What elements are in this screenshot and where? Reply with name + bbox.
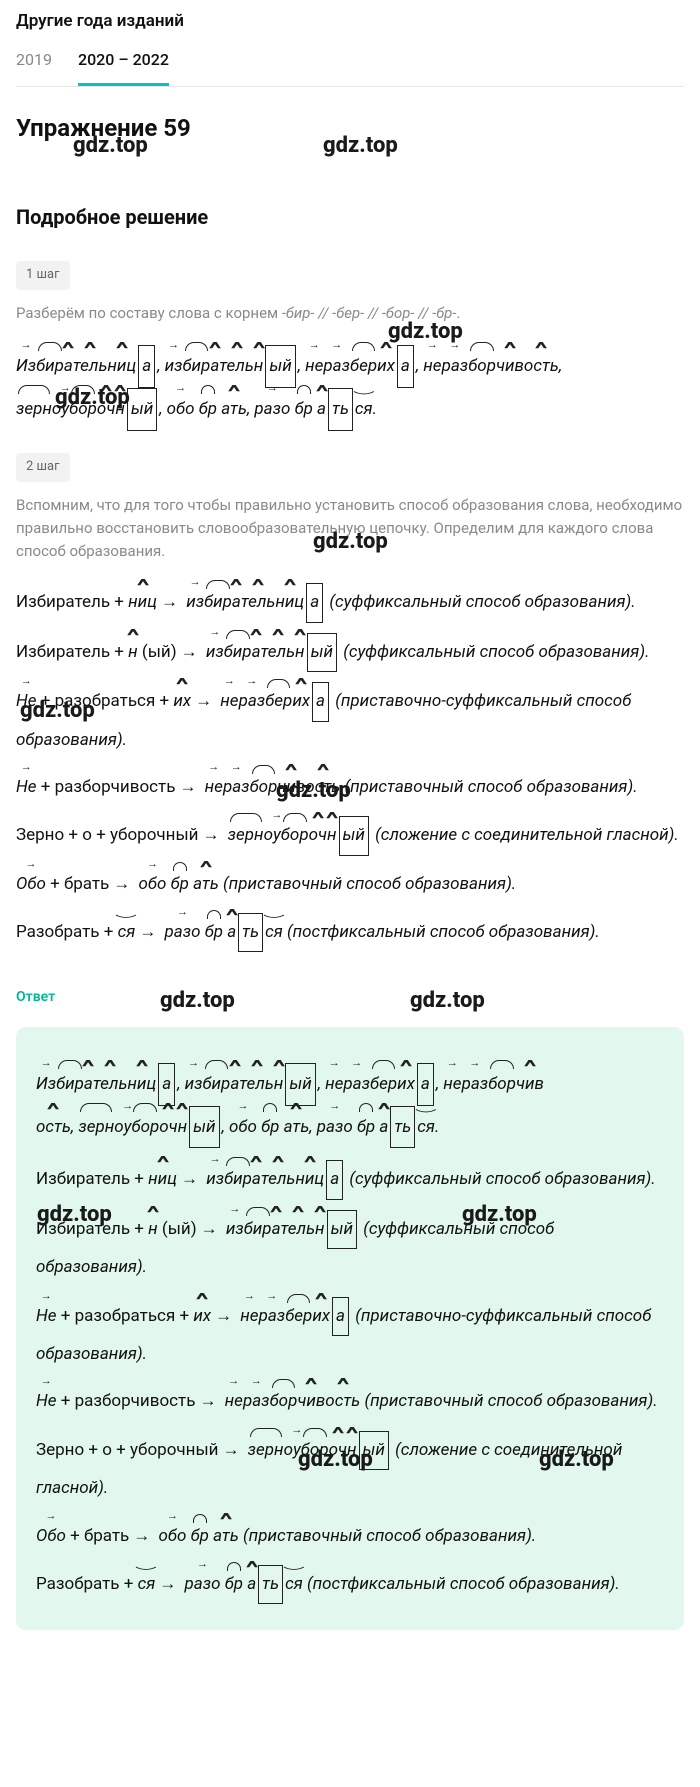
l5-a: Зерно + о + уборочный (16, 825, 198, 845)
step-2-badge: 2 шаг (16, 453, 70, 482)
step-1-intro: Разберём по составу слова с корнем -бир-… (16, 302, 684, 325)
al5-a: Зерно + о + уборочный (36, 1440, 218, 1460)
l2-paren: (ый) (138, 642, 177, 662)
l3-a: + разобраться + (37, 691, 174, 711)
l7-note: (постфиксальный способ образования). (287, 922, 600, 942)
deriv-line-7: Разобрать + ся→ разо бр аться (постфикса… (16, 913, 684, 952)
al7-a: Разобрать + (36, 1574, 138, 1594)
al4-a: + разборчивость (57, 1391, 196, 1411)
answer-deriv-7: Разобрать + ся→ разо бр аться (постфикса… (36, 1565, 664, 1604)
al6-note: (приставочный способ образования). (243, 1526, 536, 1546)
answer-deriv-3: Не + разобраться + их→ неразбериха (прис… (36, 1297, 664, 1374)
al3-a: + разобраться + (57, 1306, 194, 1326)
answer-deriv-5: Зерно + о + уборочный→ зерноуборочный (с… (36, 1431, 664, 1508)
al1-note: (суффиксальный способ образования). (349, 1169, 655, 1189)
solution-title: Подробное решение (16, 201, 684, 233)
step-2-text: Вспомним, что для того чтобы правильно у… (16, 494, 684, 564)
al7-note: (постфиксальный способ образования). (307, 1574, 620, 1594)
l2-note: (суффиксальный способ образования). (343, 642, 649, 662)
editions-tabs: 2019 2020 – 2022 (16, 41, 684, 87)
watermark: gdz.top (410, 983, 485, 1018)
answer-words: Избирательница, избирательный, неразбери… (36, 1063, 664, 1149)
watermark: gdz.top (160, 983, 235, 1018)
l4-note: (приставочный способ образования). (344, 777, 637, 797)
page-title: Упражнение 59 (16, 109, 684, 147)
step-1-intro-prefix: Разберём по составу слова с корнем (16, 304, 282, 322)
answer-deriv-1: Избиратель + ниц→ избирательница (суффик… (36, 1160, 664, 1199)
step-1-intro-roots: -бир- // -бер- // -бор- // -бр- (282, 304, 456, 322)
deriv-line-1: Избиратель + ниц→ избирательница (суффик… (16, 583, 684, 622)
deriv-line-5: Зерно + о + уборочный→ зерноуборочный (с… (16, 816, 684, 855)
answer-label: Ответ (16, 986, 55, 1008)
l7-a: Разобрать + (16, 922, 118, 942)
l5-note: (сложение с соединительной гласной). (375, 825, 679, 845)
step-1-badge: 1 шаг (16, 261, 70, 290)
al6-a: + брать (66, 1526, 129, 1546)
answer-deriv-6: Обо + брать→ обо бр ать (приставочный сп… (36, 1518, 664, 1555)
l6-a: + брать (46, 874, 109, 894)
editions-label: Другие года изданий (16, 0, 684, 41)
tab-2020-2022[interactable]: 2020 – 2022 (78, 41, 169, 86)
l4-a: + разборчивость (37, 777, 176, 797)
al4-note: (приставочный способ образования). (364, 1391, 657, 1411)
l1-note: (суффиксальный способ образования). (329, 592, 635, 612)
deriv-line-3: Не + разобраться + их→ неразбериха (прис… (16, 682, 684, 759)
al2-a: Избиратель + (36, 1219, 148, 1239)
tab-2019[interactable]: 2019 (16, 41, 52, 86)
answer-deriv-4: Не + разборчивость→ неразборчивость (при… (36, 1383, 664, 1420)
answer-block: Избирательница, избирательный, неразбери… (16, 1027, 684, 1631)
l2-prefix: Избиратель + (16, 642, 128, 662)
al1-a: Избиратель + (36, 1169, 148, 1189)
step-1-words: Избирательница, избирательный, неразбери… (16, 345, 684, 431)
deriv-line-2: Избиратель + н (ый)→ избирательный (суфф… (16, 633, 684, 672)
step-1-intro-suffix: . (456, 304, 460, 322)
l1-prefix: Избиратель + (16, 592, 128, 612)
deriv-line-4: Не + разборчивость→ неразборчивость (при… (16, 769, 684, 806)
l6-note: (приставочный способ образования). (223, 874, 516, 894)
answer-deriv-2: Избиратель + н (ый)→ избирательный (суфф… (36, 1210, 664, 1287)
al2-paren: (ый) (158, 1219, 197, 1239)
